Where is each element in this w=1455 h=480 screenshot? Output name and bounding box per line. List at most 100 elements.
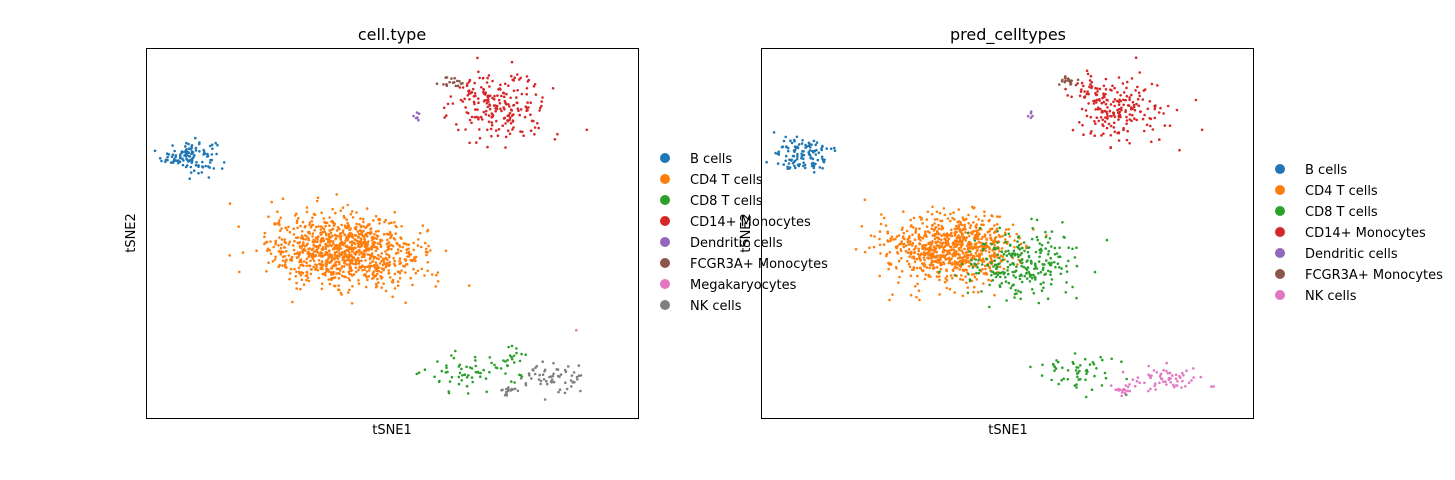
data-point xyxy=(300,245,303,249)
data-point xyxy=(414,259,417,263)
data-point xyxy=(342,270,345,274)
data-point xyxy=(765,160,768,164)
data-point xyxy=(350,240,354,243)
data-point xyxy=(384,250,387,253)
data-point xyxy=(784,159,787,163)
data-point xyxy=(1168,124,1172,127)
data-point xyxy=(357,282,361,286)
data-point xyxy=(772,131,776,134)
data-point xyxy=(892,238,895,241)
data-point xyxy=(305,244,309,247)
data-point xyxy=(802,161,805,164)
data-point xyxy=(943,249,947,252)
data-point xyxy=(355,225,358,229)
data-point xyxy=(398,270,401,274)
data-point xyxy=(912,216,916,220)
data-point xyxy=(274,242,277,246)
data-point xyxy=(466,111,470,115)
data-point xyxy=(572,380,575,384)
data-point xyxy=(954,254,957,257)
data-point xyxy=(927,253,930,257)
data-point xyxy=(487,74,491,77)
data-point xyxy=(1006,265,1010,269)
data-point xyxy=(534,93,538,96)
data-point xyxy=(993,263,997,267)
data-point xyxy=(944,277,947,280)
data-point xyxy=(925,218,929,221)
data-point xyxy=(1147,364,1150,368)
data-point xyxy=(1126,385,1130,389)
data-point xyxy=(481,91,485,94)
data-point xyxy=(1055,359,1058,362)
data-point xyxy=(923,231,927,235)
data-point xyxy=(375,267,379,271)
data-point xyxy=(1107,122,1111,126)
data-point xyxy=(189,171,193,174)
data-point xyxy=(1080,107,1084,111)
data-point xyxy=(333,263,336,266)
data-point xyxy=(473,355,477,359)
data-point xyxy=(283,265,287,269)
data-point xyxy=(814,162,817,166)
series-cd4-t-cells xyxy=(854,198,1048,302)
data-point xyxy=(491,79,494,83)
data-point xyxy=(962,227,965,231)
data-point xyxy=(803,166,807,170)
data-point xyxy=(1103,120,1107,123)
data-point xyxy=(466,94,470,97)
data-point xyxy=(506,119,510,123)
data-point xyxy=(334,237,338,240)
data-point xyxy=(304,274,308,278)
data-point xyxy=(949,274,953,277)
data-point xyxy=(978,252,981,256)
data-point xyxy=(188,177,191,180)
data-point xyxy=(810,143,813,146)
data-point xyxy=(349,212,353,216)
data-point xyxy=(993,230,997,233)
data-point xyxy=(1007,232,1011,236)
data-point xyxy=(968,261,971,264)
data-point xyxy=(1115,99,1119,103)
data-point xyxy=(549,375,553,379)
data-point xyxy=(362,255,366,258)
data-point xyxy=(1120,106,1123,110)
data-point xyxy=(400,237,403,240)
data-point xyxy=(241,251,245,254)
data-point xyxy=(362,220,365,224)
data-point xyxy=(1062,377,1065,381)
data-point xyxy=(579,374,583,377)
legend-marker-fcgr3a-monocytes xyxy=(1275,269,1285,279)
data-point xyxy=(349,227,353,230)
data-point xyxy=(324,224,327,228)
data-point xyxy=(267,261,270,265)
data-point xyxy=(996,241,999,244)
data-point xyxy=(281,197,285,200)
data-point xyxy=(307,279,311,283)
data-point xyxy=(937,223,940,227)
data-point xyxy=(937,227,940,230)
data-point xyxy=(1110,357,1113,361)
data-point xyxy=(387,233,390,236)
data-point xyxy=(878,243,882,247)
data-point xyxy=(542,378,546,381)
data-point xyxy=(1150,374,1153,377)
data-point xyxy=(1053,365,1057,369)
data-point xyxy=(376,247,379,251)
data-point xyxy=(268,249,272,252)
data-point xyxy=(377,229,380,233)
data-point xyxy=(280,243,283,246)
data-point xyxy=(1192,376,1195,379)
data-point xyxy=(494,104,497,107)
data-point xyxy=(294,275,298,278)
data-point xyxy=(1095,116,1099,119)
data-point xyxy=(962,258,965,262)
data-point xyxy=(948,287,952,291)
data-point xyxy=(178,160,182,163)
data-point xyxy=(357,232,361,236)
data-point xyxy=(1067,246,1070,249)
data-point xyxy=(354,251,358,255)
data-point xyxy=(298,241,302,244)
data-point xyxy=(318,244,322,248)
data-point xyxy=(194,149,198,152)
data-point xyxy=(1174,377,1178,381)
